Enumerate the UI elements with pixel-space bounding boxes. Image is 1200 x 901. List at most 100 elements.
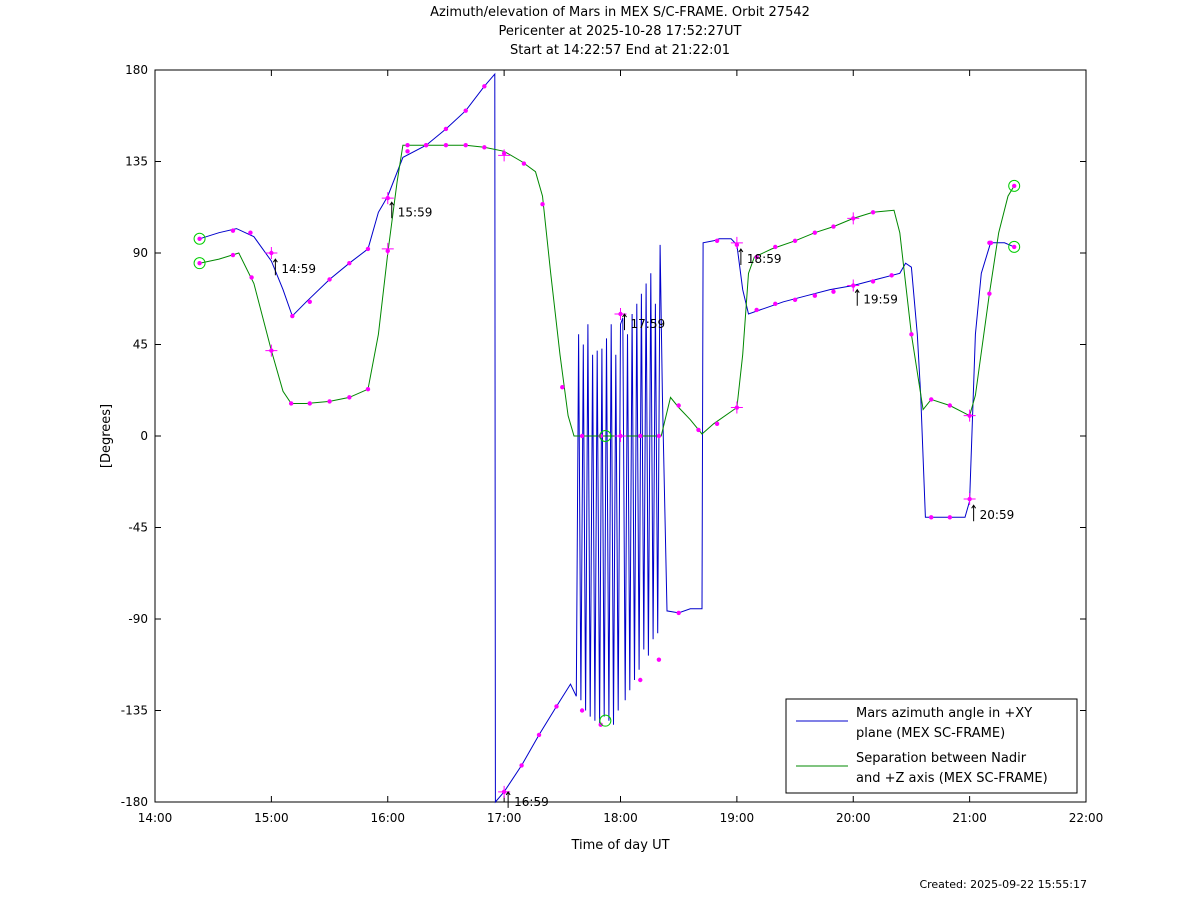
axis-ticks: 14:00 15:00 16:00 17:00 18:00 19:00 20:00 21:00…	[121, 63, 1104, 825]
y-tick-label: -180	[121, 795, 148, 809]
chart-title-line-2: Pericenter at 2025-10-28 17:52:27UT	[498, 24, 742, 39]
x-tick-label: 19:00	[720, 811, 755, 825]
y-tick-label: -45	[128, 521, 148, 535]
series-point	[870, 210, 876, 215]
series-point	[638, 433, 643, 439]
endpoint-circle-marker	[599, 714, 612, 727]
series-point	[560, 385, 565, 390]
series-point	[696, 427, 701, 433]
hour-cross-marker	[265, 344, 278, 357]
series-point	[197, 260, 202, 266]
series-point	[482, 84, 487, 89]
series-point	[831, 289, 836, 294]
series-point	[443, 143, 449, 148]
legend-label-2: Separation between Nadir	[856, 751, 1027, 766]
hour-cross-marker	[498, 149, 511, 162]
hour-cross-marker	[730, 401, 743, 414]
chart-title-line-1: Azimuth/elevation of Mars in MEX S/C-FRA…	[430, 5, 810, 20]
time-tick-arrow	[389, 201, 395, 219]
series-point	[598, 722, 603, 727]
hour-cross-marker	[730, 236, 743, 249]
x-tick-label: 16:00	[370, 811, 405, 825]
y-tick-label: 90	[133, 246, 148, 260]
series-point	[579, 708, 585, 713]
series-point	[327, 399, 332, 404]
series-line-1	[199, 72, 1015, 804]
series-markers	[193, 84, 1021, 798]
y-tick-label: 180	[125, 63, 148, 77]
endpoint-circle-marker	[599, 430, 612, 442]
series-point	[307, 299, 312, 304]
series-point	[463, 108, 468, 113]
time-tick-label: 19:59	[863, 293, 898, 307]
series-point	[909, 332, 914, 337]
series-point	[540, 202, 545, 207]
series-point	[676, 610, 681, 616]
series-point	[519, 763, 524, 768]
series-point	[929, 397, 934, 402]
series-point	[197, 236, 202, 241]
legend-label-2: and +Z axis (MEX SC-FRAME)	[856, 771, 1048, 786]
y-tick-label: 135	[125, 155, 148, 169]
legend-label-1: plane (MEX SC-FRAME)	[856, 726, 1005, 741]
series-point	[423, 143, 429, 148]
series-point	[405, 149, 410, 154]
series-point	[443, 126, 449, 132]
series-point	[554, 704, 559, 709]
time-tick-label: 15:59	[398, 205, 433, 219]
x-tick-label: 22:00	[1069, 811, 1104, 825]
time-tick-label: 17:59	[631, 317, 666, 331]
x-tick-label: 21:00	[952, 811, 987, 825]
series-point	[307, 401, 312, 406]
endpoint-circle-marker	[1008, 240, 1021, 253]
series-point	[773, 301, 778, 307]
series-point	[929, 515, 934, 520]
time-tick-arrow	[854, 288, 860, 306]
time-tick-label: 14:59	[281, 262, 316, 276]
series-point	[870, 279, 876, 284]
series-point	[327, 277, 332, 282]
series-point	[889, 273, 894, 278]
series-point	[714, 421, 720, 426]
series-point	[812, 230, 818, 235]
series-point	[482, 145, 487, 150]
hour-cross-marker	[614, 430, 627, 442]
series-point	[792, 238, 798, 243]
series-point	[463, 143, 468, 148]
chart-legend: Mars azimuth angle in +XY plane (MEX SC-F…	[785, 698, 1078, 794]
series-point	[288, 401, 294, 406]
series-point	[754, 254, 759, 260]
time-tick-arrow	[505, 791, 511, 808]
time-tick-label: 18:59	[747, 252, 782, 266]
series-point	[947, 403, 953, 408]
series-point	[792, 297, 798, 302]
hour-cross-marker	[847, 279, 860, 292]
hour-cross-marker	[381, 242, 394, 255]
legend-box	[785, 698, 1078, 794]
time-tick-arrow	[971, 504, 977, 522]
x-tick-label: 17:00	[487, 811, 522, 825]
time-annotations: 14:59 15:59 16:59 17:59 18:59 19:59 20:59	[272, 201, 1014, 809]
hour-cross-marker	[381, 192, 394, 205]
series-point	[536, 732, 542, 738]
series-point	[249, 275, 254, 280]
y-axis-label: [Degrees]	[99, 404, 114, 468]
x-tick-label: 15:00	[254, 811, 289, 825]
x-tick-label: 14:00	[138, 811, 173, 825]
series-point	[812, 293, 818, 298]
chart-title-line-3: Start at 14:22:57 End at 21:22:01	[509, 43, 731, 58]
y-tick-label: -135	[121, 704, 148, 718]
x-tick-label: 20:00	[836, 811, 871, 825]
series-point	[365, 387, 371, 392]
series-point	[579, 433, 585, 439]
series-point	[638, 677, 643, 683]
time-tick-label: 16:59	[514, 795, 549, 809]
endpoint-circle-marker	[1008, 179, 1021, 192]
series-point	[1011, 183, 1017, 189]
series-point	[987, 291, 992, 296]
series-point	[347, 260, 352, 266]
series-point	[831, 224, 836, 229]
series-point	[598, 433, 603, 439]
series-point	[365, 246, 371, 252]
hour-cross-marker	[963, 493, 976, 506]
